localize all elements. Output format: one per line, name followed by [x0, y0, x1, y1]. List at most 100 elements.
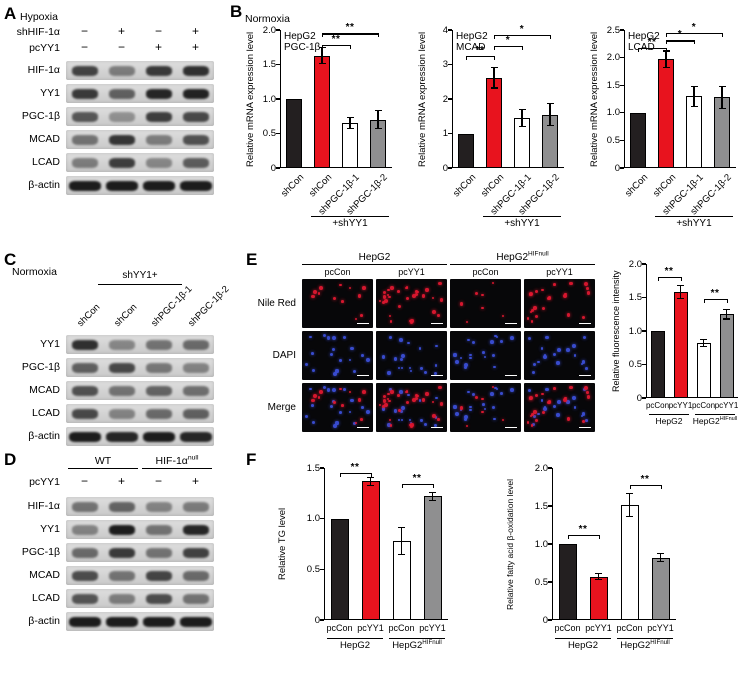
panel-c-blot-area: YY1 PGC-1β MCAD LCAD β-actin [4, 250, 234, 448]
x-tick-label: pcYY1 [357, 623, 384, 633]
fluorescence-dot [481, 403, 485, 407]
group-bracket-line [483, 216, 561, 218]
sig-bracket-tick [567, 534, 569, 539]
blot-band [145, 593, 172, 604]
blot-band [108, 408, 135, 419]
y-axis-title: Relative TG level [277, 507, 288, 581]
blot-band [68, 431, 101, 442]
fluorescence-dot [532, 371, 536, 375]
fluorescence-dot [530, 424, 534, 427]
fluorescence-dot [362, 286, 366, 290]
fluorescence-dot [389, 419, 392, 422]
y-tick-mark [620, 112, 624, 114]
fluorescence-dot [365, 358, 370, 363]
blot-band [145, 570, 172, 581]
y-tick-label: 0 [442, 162, 448, 174]
chart-title-line: PGC-1β [284, 42, 321, 53]
blot-strip [66, 176, 214, 195]
fluorescence-dot [493, 365, 496, 369]
y-tick-mark [548, 467, 552, 469]
blot-band [68, 180, 101, 191]
micro-image-nile-red [302, 279, 373, 328]
y-tick-label: 0 [270, 162, 276, 174]
error-bar [665, 50, 667, 68]
error-bar [493, 67, 495, 88]
sig-bracket-tick [694, 40, 696, 45]
blot-strip [66, 358, 214, 377]
bar-pcyy1 [673, 292, 688, 398]
fluorescence-dot [501, 418, 504, 421]
fluorescence-dot [491, 385, 494, 388]
blot-protein-label: HIF-1α [27, 64, 60, 76]
fluorescence-dot [419, 399, 422, 402]
treatment-sign: + [191, 40, 199, 54]
y-tick-label: 1.0 [534, 538, 548, 550]
blot-band [145, 65, 172, 76]
sig-bracket [322, 33, 378, 35]
micro-col-label: pcYY1 [546, 267, 573, 277]
blot-protein-label: YY1 [40, 87, 60, 99]
fluorescence-dot [543, 354, 548, 359]
y-tick-label: 1.5 [534, 500, 548, 512]
blot-band [108, 593, 135, 604]
blot-band [71, 88, 98, 99]
bar-pccon [620, 505, 639, 620]
chart-title: HepG2 LCAD [628, 31, 660, 53]
fluorescence-dot [434, 364, 438, 367]
scale-bar-icon [505, 322, 517, 324]
fluorescence-dot [332, 296, 336, 300]
fluorescence-dot [438, 385, 442, 390]
blot-row: LCAD [4, 152, 228, 175]
blot-band [108, 362, 135, 373]
blot-strip [66, 153, 214, 172]
micro-image-dapi [302, 331, 373, 380]
blot-strip [66, 130, 214, 149]
error-bar-cap [723, 318, 730, 320]
fluorescence-dot [390, 390, 394, 394]
error-bar-cap [690, 85, 698, 87]
group-bracket-line [311, 216, 389, 218]
blot-strip [66, 84, 214, 103]
fluorescence-dot [553, 283, 556, 286]
fluorescence-dot [386, 293, 390, 297]
bar-pcyy1 [589, 576, 608, 620]
fluorescence-dot [420, 419, 423, 422]
panel-c-condition: Normoxia [12, 266, 57, 278]
fluorescence-dot [499, 391, 503, 395]
fluorescence-dot [331, 387, 336, 392]
panel-a-western-blot-hypoxia: A Hypoxia shHIF-1α − + − + pcYY1 − − + + HIF-1α YY… [4, 4, 228, 248]
fluorescence-dot [350, 398, 355, 403]
sig-bracket [666, 40, 694, 42]
group-label-base: HepG2 [692, 416, 720, 426]
fluorescence-dot [562, 398, 567, 403]
fluorescence-dot [387, 392, 390, 396]
chart-title-line: MCAD [456, 42, 486, 53]
fluorescence-dot [494, 386, 497, 390]
y-tick-label: 1.5 [306, 462, 320, 474]
blot-band [182, 408, 209, 419]
group-label-base: +shYY1 [504, 218, 540, 229]
micro-image-merge [524, 383, 595, 432]
group-label-sup: HIFnull [719, 416, 738, 423]
fluorescence-dot [431, 401, 434, 404]
y-tick-mark [448, 132, 452, 135]
blot-band [182, 362, 209, 373]
error-bar-cap [595, 573, 602, 575]
fluorescence-dot [583, 385, 588, 390]
blot-protein-label: YY1 [40, 523, 60, 535]
group-label: +shYY1 [303, 218, 397, 229]
sig-bracket-tick [680, 277, 682, 282]
blot-protein-label: PGC-1β [21, 361, 60, 373]
fluorescence-dot [469, 405, 472, 409]
panel-e-fluorescence: E HepG2 HepG2HIFnull pcCon pcYY1 pcCon pcYY1 … [238, 250, 756, 450]
blot-band [71, 339, 98, 350]
fluorescence-dot [533, 410, 538, 414]
error-bar-cap [367, 484, 374, 486]
fluorescence-dot [411, 397, 416, 402]
y-tick-label: 2 [442, 93, 448, 105]
blot-row: HIF-1α [4, 496, 234, 519]
blot-band [142, 431, 175, 442]
blot-row: PGC-1β [4, 106, 228, 129]
blot-band [71, 547, 98, 558]
fluorescence-dot [586, 291, 591, 296]
